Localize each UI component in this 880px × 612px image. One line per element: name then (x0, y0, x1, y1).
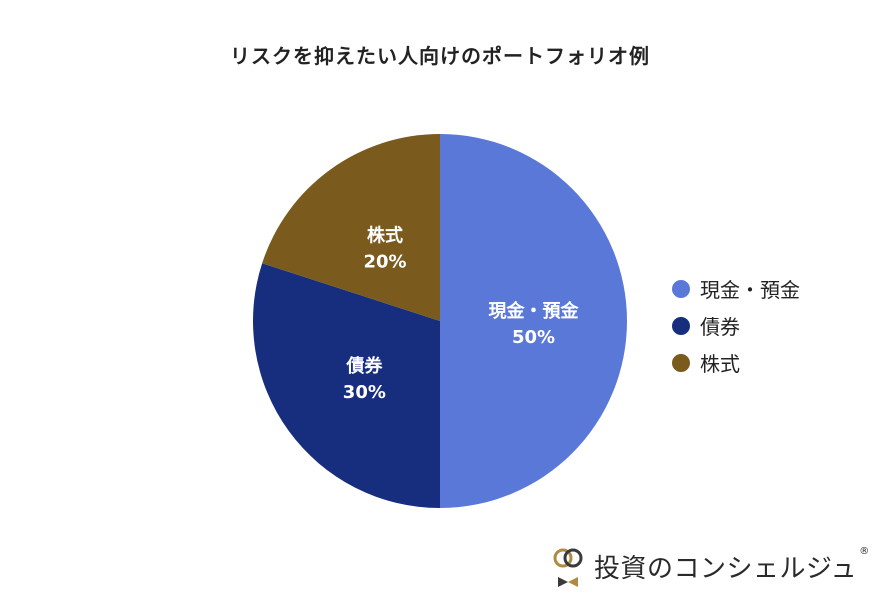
slice-category-label: 債券 (345, 355, 383, 377)
slice-value-label: 20% (363, 251, 406, 272)
slice-category-label: 株式 (367, 224, 403, 246)
pie-slice (262, 134, 440, 321)
legend-label: 現金・預金 (700, 278, 800, 302)
chart-title: リスクを抑えたい人向けのポートフォリオ例 (230, 44, 650, 68)
legend-item-cash: 現金・預金 (672, 270, 872, 307)
legend-label: 株式 (700, 352, 740, 376)
pie-labels: 現金・預金 50% 債券 30% 株式 20% (343, 224, 580, 403)
legend-item-bonds: 債券 (672, 307, 872, 344)
slice-value-label: 30% (343, 382, 386, 403)
legend-swatch-icon (672, 279, 690, 298)
chart-legend: 現金・預金 債券 株式 (672, 270, 872, 381)
legend-swatch-icon (672, 316, 690, 335)
slice-category-label: 現金・預金 (489, 300, 580, 322)
legend-swatch-icon (672, 353, 690, 372)
pie-slice (440, 134, 627, 508)
registered-mark: ® (859, 546, 870, 557)
brand-name: 投資のコンシェルジュ (594, 553, 858, 584)
rings-logo-icon (553, 548, 583, 587)
brand-logo: 投資のコンシェルジュ ® (552, 544, 872, 588)
pie-slices (252, 134, 627, 508)
legend-label: 債券 (700, 315, 740, 339)
legend-item-stocks: 株式 (672, 344, 872, 381)
pie-slice (252, 263, 440, 508)
slice-value-label: 50% (512, 327, 555, 348)
